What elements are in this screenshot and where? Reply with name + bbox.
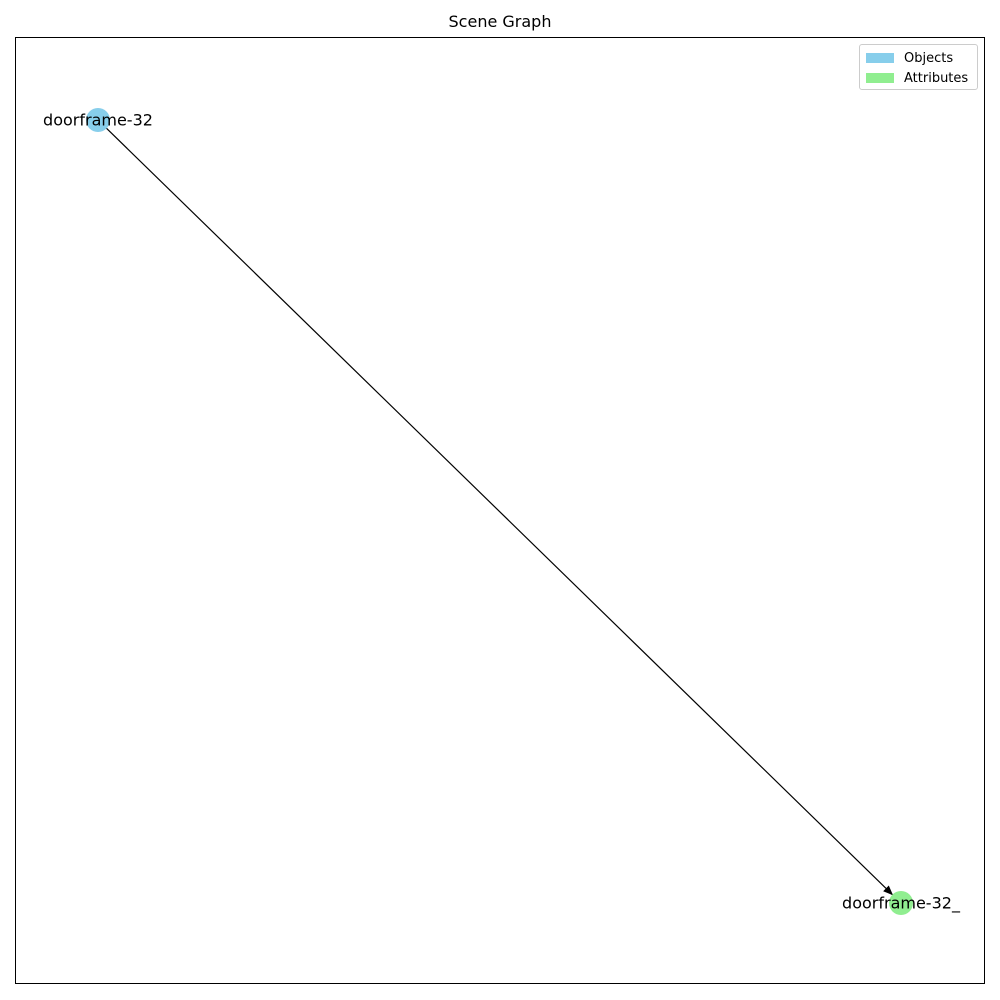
plot-area xyxy=(15,37,985,984)
legend-label-attributes: Attributes xyxy=(904,70,969,86)
legend: Objects Attributes xyxy=(859,44,978,90)
graph-edge-0 xyxy=(103,125,894,896)
graph-node-label: doorframe-32 xyxy=(43,111,153,130)
legend-swatch-attributes xyxy=(866,73,894,83)
graph-node-label: doorframe-32_ xyxy=(842,894,961,914)
legend-item-objects: Objects xyxy=(866,50,953,66)
legend-item-attributes: Attributes xyxy=(866,70,968,86)
graph-node-attribute xyxy=(889,891,913,915)
graph-title: Scene Graph xyxy=(448,12,552,31)
graph-node-object xyxy=(86,108,110,132)
legend-swatch-objects xyxy=(866,53,894,63)
legend-label-objects: Objects xyxy=(904,50,954,66)
